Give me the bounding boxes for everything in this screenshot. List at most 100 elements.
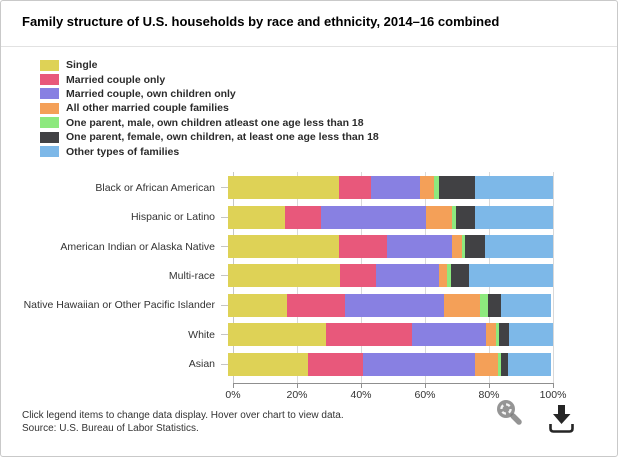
bar-segment[interactable] (338, 176, 371, 200)
legend-swatch (40, 102, 59, 114)
plot-area: Black or African American Hispanic or Lat… (1, 173, 553, 379)
download-icon (549, 405, 574, 433)
bar-segment[interactable] (228, 176, 339, 200)
magnifier-icon (497, 400, 522, 425)
chart-title: Family structure of U.S. households by r… (22, 14, 500, 29)
bar-segment[interactable] (488, 293, 501, 317)
bar-segment[interactable] (228, 264, 341, 288)
bar-segment[interactable] (497, 352, 501, 376)
x-axis-tick (233, 384, 234, 388)
bar-segment[interactable] (320, 205, 427, 229)
bar-segment[interactable] (475, 352, 498, 376)
bar-segment[interactable] (465, 235, 485, 259)
bar-segment[interactable] (475, 205, 553, 229)
legend-item-label: Other types of families (66, 145, 180, 158)
bar-segment[interactable] (286, 293, 345, 317)
legend-swatch (40, 146, 59, 158)
legend-item[interactable]: One parent, female, own children, at lea… (40, 130, 379, 144)
legend-item[interactable]: One parent, male, own children atleast o… (40, 116, 379, 130)
bar-segment[interactable] (362, 352, 475, 376)
legend-swatch (40, 117, 59, 129)
x-axis-label: 80% (478, 389, 500, 401)
x-axis-tick (425, 384, 426, 388)
bar-segment[interactable] (462, 235, 466, 259)
legend-swatch (40, 74, 59, 86)
bar-segment[interactable] (228, 352, 308, 376)
chart-row: Hispanic or Latino (1, 205, 553, 229)
legend-item[interactable]: Single (40, 58, 379, 72)
bar-segment[interactable] (434, 176, 440, 200)
bar-segment[interactable] (426, 205, 453, 229)
bar-segment[interactable] (228, 235, 339, 259)
bar-segment[interactable] (501, 293, 552, 317)
bar-segment[interactable] (439, 176, 475, 200)
bar-segment[interactable] (479, 293, 488, 317)
bar-segment[interactable] (496, 323, 500, 347)
legend: Single Married couple only Married couple,… (40, 58, 379, 159)
bar-segment[interactable] (375, 264, 440, 288)
bar-segment[interactable] (444, 293, 480, 317)
category-tick (221, 216, 228, 218)
category-tick (221, 304, 228, 306)
legend-swatch (40, 131, 59, 143)
bar-segment[interactable] (450, 264, 469, 288)
bar-segment[interactable] (371, 176, 420, 200)
bar-segment[interactable] (307, 352, 363, 376)
download-button[interactable] (547, 403, 576, 434)
x-axis-tick (361, 384, 362, 388)
legend-swatch (40, 59, 59, 71)
category-tick (221, 275, 228, 277)
legend-item-label: Single (66, 59, 98, 72)
bar-segment[interactable] (475, 176, 553, 200)
legend-item[interactable]: Married couple only (40, 72, 379, 86)
stacked-bar (228, 205, 553, 229)
bar-segment[interactable] (228, 205, 285, 229)
zoom-button[interactable] (495, 398, 522, 425)
bar-segment[interactable] (509, 323, 553, 347)
bar-segment[interactable] (452, 205, 456, 229)
bar-segment[interactable] (439, 264, 448, 288)
category-label: White (188, 328, 215, 341)
bar-segment[interactable] (345, 293, 445, 317)
bar-segment[interactable] (284, 205, 321, 229)
category-label: Black or African American (95, 181, 215, 194)
title-divider (1, 46, 617, 47)
bar-segment[interactable] (455, 205, 475, 229)
bar-segment[interactable] (486, 323, 497, 347)
bar-segment[interactable] (452, 235, 462, 259)
chart-row: Black or African American (1, 176, 553, 200)
bar-segment[interactable] (228, 293, 287, 317)
legend-item[interactable]: Married couple, own children only (40, 87, 379, 101)
bar-segment[interactable] (499, 323, 510, 347)
category-label: American Indian or Alaska Native (60, 240, 215, 253)
x-axis-label: 100% (539, 389, 567, 401)
chart-row: White (1, 323, 553, 347)
legend-item[interactable]: All other married couple families (40, 101, 379, 115)
bar-segment[interactable] (387, 235, 453, 259)
x-axis-line (233, 383, 554, 384)
bar-segment[interactable] (468, 264, 553, 288)
stacked-bar (228, 293, 553, 317)
bar-segment[interactable] (340, 264, 376, 288)
bar-segment[interactable] (501, 352, 508, 376)
legend-item-label: One parent, male, own children atleast o… (66, 116, 364, 129)
bar-segment[interactable] (447, 264, 451, 288)
x-axis-label: 0% (225, 389, 241, 401)
legend-item-label: One parent, female, own children, at lea… (66, 131, 379, 144)
bar-segment[interactable] (338, 235, 388, 259)
bar-segment[interactable] (507, 352, 552, 376)
x-axis-label: 20% (286, 389, 308, 401)
bar-segment[interactable] (228, 323, 326, 347)
bar-segment[interactable] (325, 323, 412, 347)
bar-segment[interactable] (411, 323, 487, 347)
hint-text: Click legend items to change data displa… (22, 410, 344, 421)
x-axis-tick (553, 384, 554, 388)
category-tick (221, 246, 228, 248)
legend-item-label: Married couple only (66, 73, 166, 86)
category-tick (221, 363, 228, 365)
bar-segment[interactable] (484, 235, 553, 259)
legend-item[interactable]: Other types of families (40, 144, 379, 158)
x-axis-tick (489, 384, 490, 388)
bar-segment[interactable] (419, 176, 435, 200)
x-axis-label: 60% (414, 389, 436, 401)
